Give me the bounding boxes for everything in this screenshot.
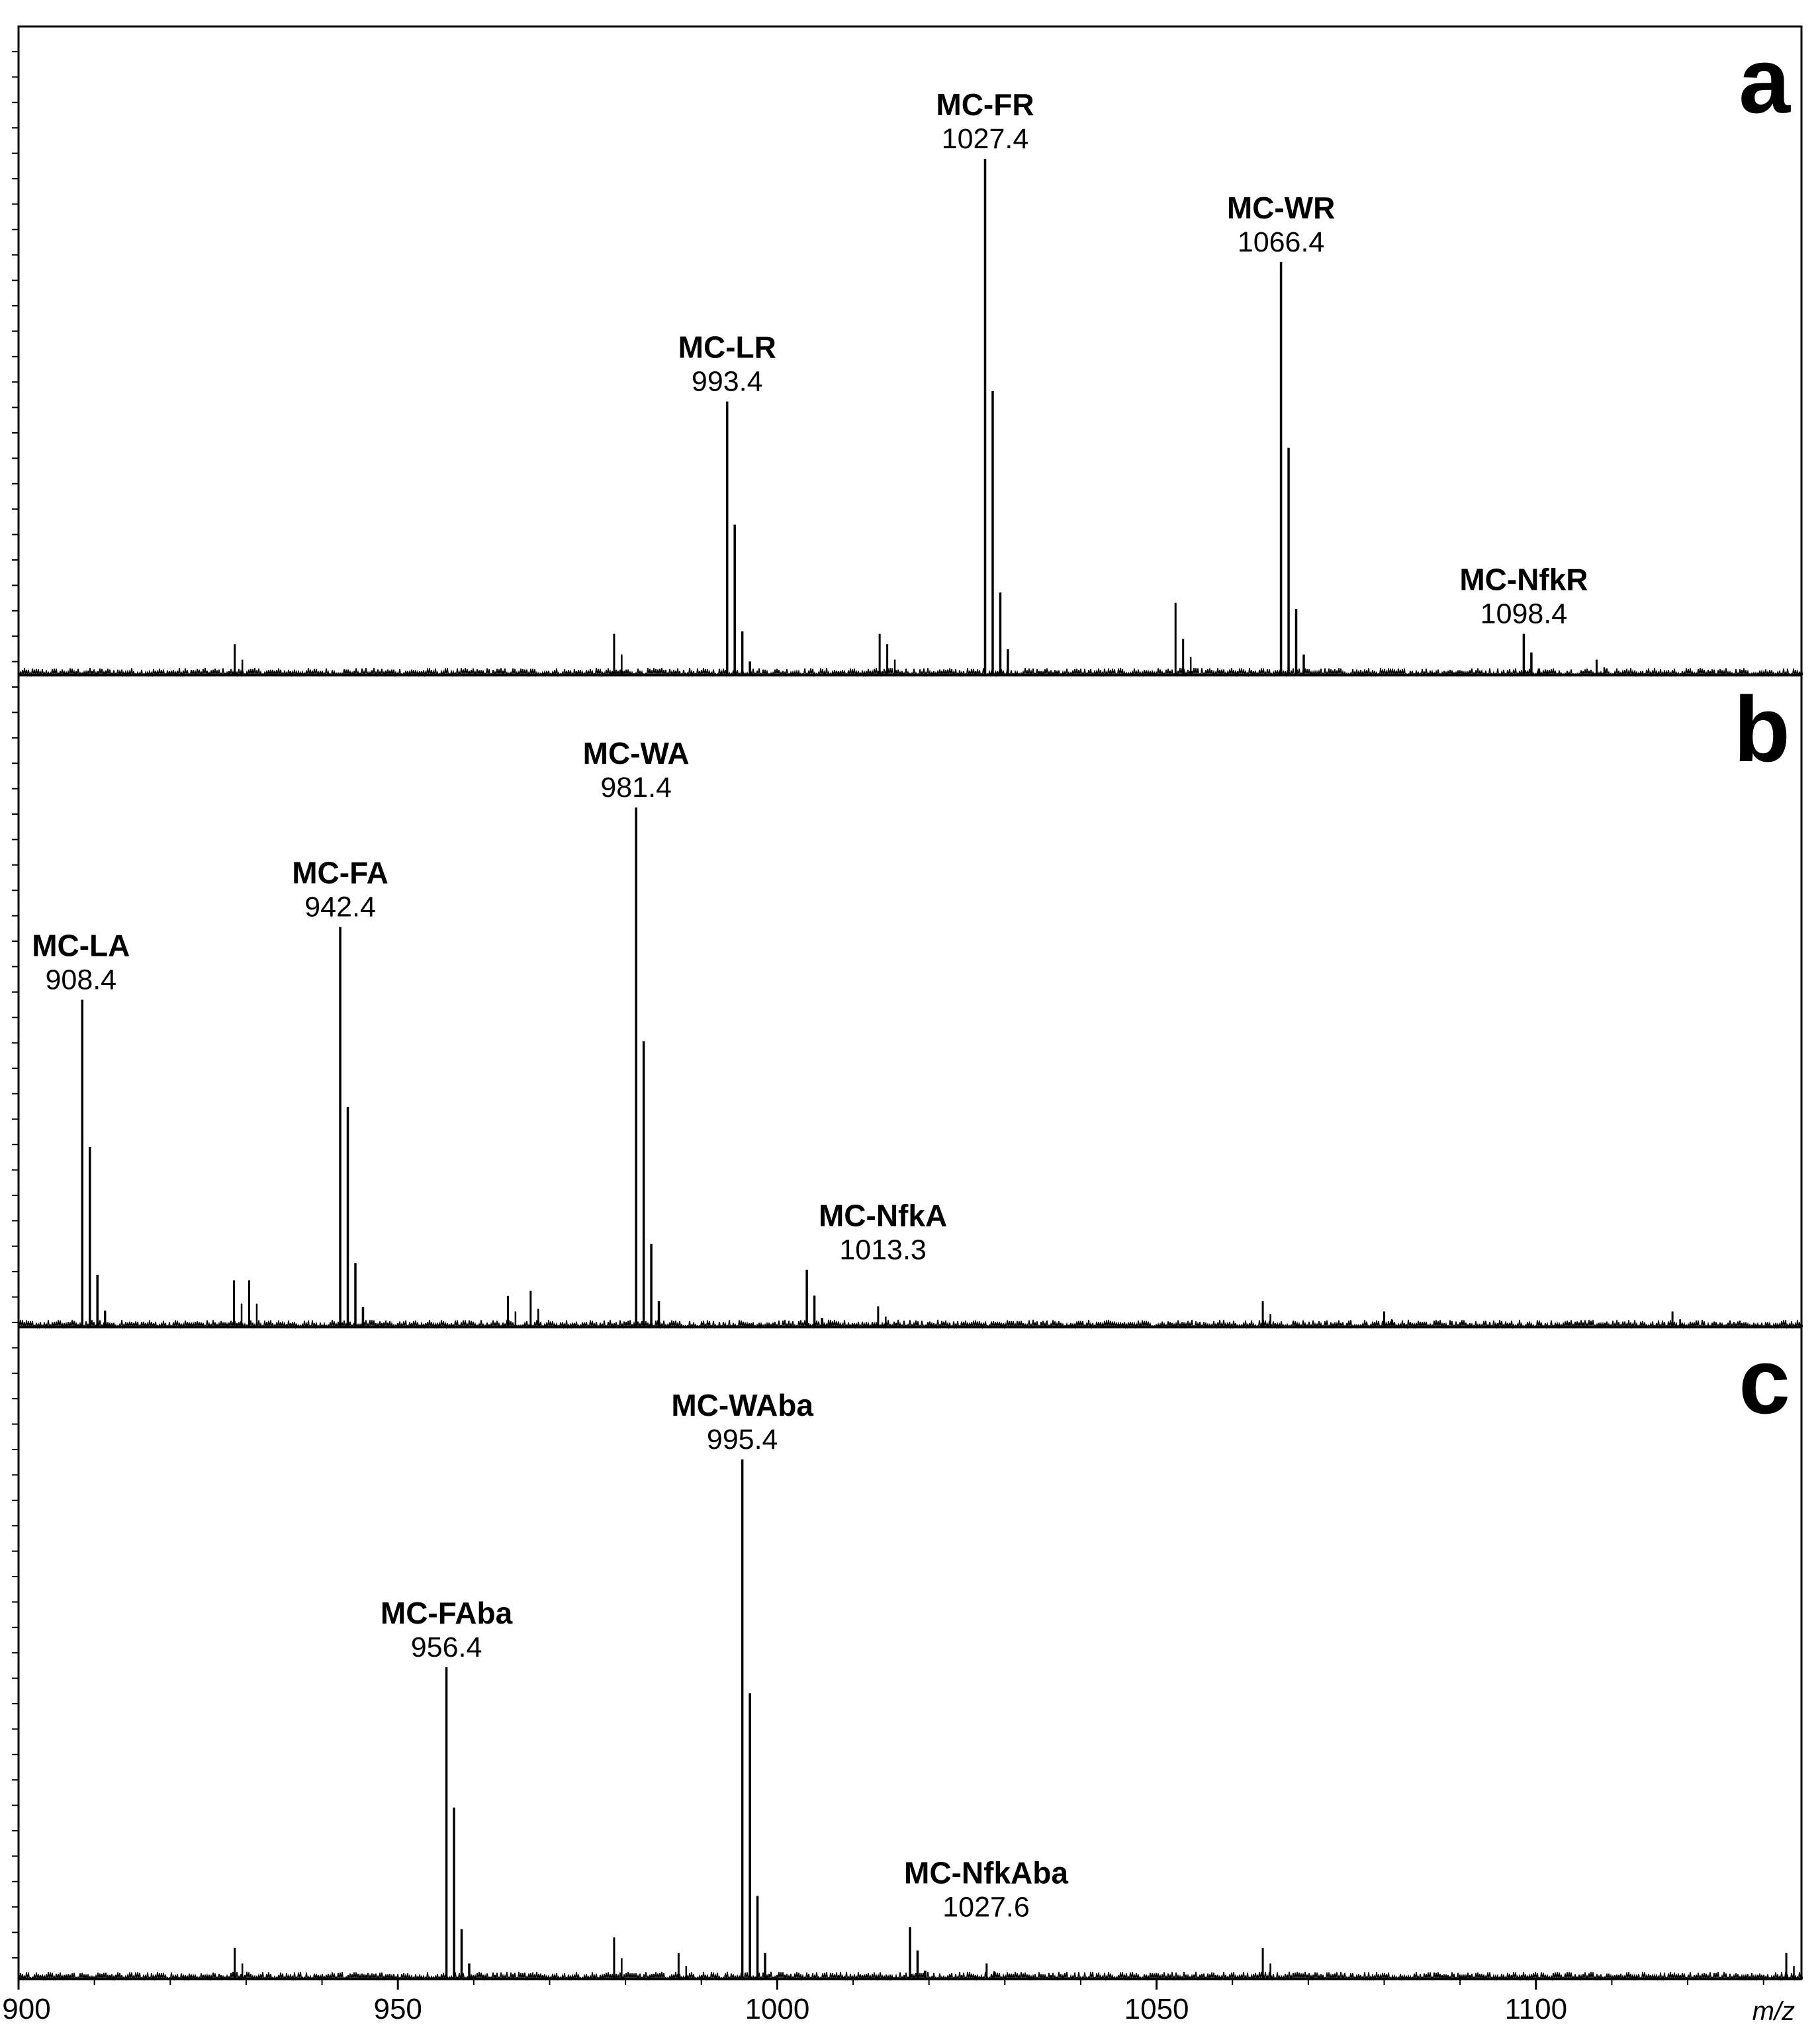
peak-name-label: MC-WA [583,736,690,770]
x-axis: 900 950 1000 1050 1100 m/z [2,1979,1795,2026]
spectrum-panels: MC-LR993.4MC-FR1027.4MC-WR1066.4MC-NfkR1… [18,28,1803,1982]
peak-name-label: MC-FA [292,856,388,890]
peak-name-label: MC-WAba [671,1388,813,1422]
peak-mz-label: 1098.4 [1480,598,1568,630]
peak-mz-label: 1027.4 [942,123,1029,155]
peak-name-label: MC-WR [1227,191,1336,225]
peak-mz-label: 942.4 [304,892,376,923]
x-tick-label: 1000 [745,1993,809,2025]
plot-frame [12,25,1803,1980]
peak-name-label: MC-FAba [381,1596,513,1630]
peak-name-label: MC-NfkA [819,1199,947,1233]
x-axis-label: m/z [1752,1997,1795,2026]
peak-mz-label: 1027.6 [942,1892,1030,1923]
peak-name-label: MC-LA [32,928,130,962]
peak-mz-label: 1066.4 [1238,226,1325,258]
x-tick-label: 950 [373,1993,422,2025]
peak-name-label: MC-LR [678,330,776,365]
panel-letter: b [1733,677,1790,781]
noise-trace [18,1319,1803,1330]
panel-letter: a [1739,28,1791,132]
peak-mz-label: 908.4 [45,964,116,995]
x-tick-label: 1100 [1504,1993,1567,2025]
peak-mz-label: 993.4 [692,366,763,398]
peak-name-label: MC-FR [936,87,1034,122]
x-tick-label: 900 [2,1993,50,2025]
peak-name-label: MC-NfkR [1459,563,1588,597]
peak-name-label: MC-NfkAba [904,1856,1068,1890]
peak-mz-label: 995.4 [707,1424,778,1455]
frame-border [17,25,1803,1980]
noise-trace [18,667,1803,678]
peak-mz-label: 981.4 [600,772,672,804]
peak-mz-label: 956.4 [411,1632,482,1663]
panel-letter: c [1739,1329,1790,1433]
peak-mz-label: 1013.3 [839,1234,927,1266]
x-tick-label: 1050 [1124,1993,1189,2025]
